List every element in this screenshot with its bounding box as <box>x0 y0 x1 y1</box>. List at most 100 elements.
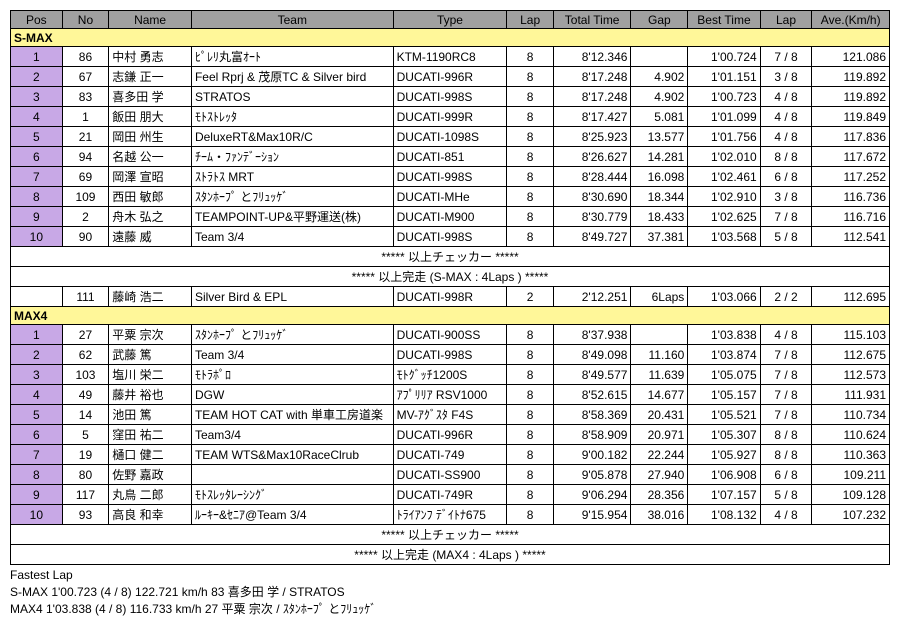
name-cell: 志鎌 正一 <box>109 67 192 87</box>
table-row: 9117丸鳥 二郎ﾓﾄｽﾚｯﾀﾚｰｼﾝｸﾞDUCATI-749R89'06.29… <box>11 485 890 505</box>
team-cell: ｽﾀﾝﾎｰﾌﾟ とﾌﾘｭｯｹﾞ <box>191 187 393 207</box>
totaltime-cell: 8'58.369 <box>553 405 631 425</box>
ave-cell: 107.232 <box>812 505 890 525</box>
results-table: Pos No Name Team Type Lap Total Time Gap… <box>10 10 890 565</box>
pos-cell: 6 <box>11 147 63 167</box>
no-cell: 27 <box>62 325 109 345</box>
totaltime-cell: 9'15.954 <box>553 505 631 525</box>
bestlap-cell: 4 / 8 <box>760 107 812 127</box>
ave-cell: 119.849 <box>812 107 890 127</box>
bestlap-cell: 4 / 8 <box>760 87 812 107</box>
gap-cell: 4.902 <box>631 87 688 107</box>
totaltime-cell: 8'17.427 <box>553 107 631 127</box>
gap-cell: 14.677 <box>631 385 688 405</box>
lap-cell: 8 <box>507 385 554 405</box>
lap-cell: 8 <box>507 365 554 385</box>
type-cell: ﾄﾗｲｱﾝﾌ ﾃﾞｲﾄﾅ675 <box>393 505 507 525</box>
lap-cell: 8 <box>507 187 554 207</box>
gap-cell: 27.940 <box>631 465 688 485</box>
lap-cell: 8 <box>507 87 554 107</box>
ave-cell: 110.734 <box>812 405 890 425</box>
no-cell: 49 <box>62 385 109 405</box>
note-row: ***** 以上完走 (MAX4 : 4Laps ) ***** <box>11 545 890 565</box>
lap-cell: 8 <box>507 107 554 127</box>
lap-cell: 8 <box>507 405 554 425</box>
type-cell: DUCATI-SS900 <box>393 465 507 485</box>
lap-cell: 8 <box>507 227 554 247</box>
totaltime-cell: 8'37.938 <box>553 325 631 345</box>
team-cell: TEAM WTS&Max10RaceClrub <box>191 445 393 465</box>
gap-cell <box>631 47 688 67</box>
team-cell: ｽﾄﾗﾄｽ MRT <box>191 167 393 187</box>
no-cell: 69 <box>62 167 109 187</box>
table-row: 111藤崎 浩二Silver Bird & EPLDUCATI-998R22'1… <box>11 287 890 307</box>
gap-cell: 6Laps <box>631 287 688 307</box>
no-cell: 111 <box>62 287 109 307</box>
table-row: 719樋口 健二TEAM WTS&Max10RaceClrubDUCATI-74… <box>11 445 890 465</box>
totaltime-cell: 8'30.779 <box>553 207 631 227</box>
fastest-line-smax: S-MAX 1'00.723 (4 / 8) 122.721 km/h 83 喜… <box>10 584 890 601</box>
gap-cell: 18.344 <box>631 187 688 207</box>
lap-cell: 8 <box>507 445 554 465</box>
pos-cell: 1 <box>11 325 63 345</box>
totaltime-cell: 8'17.248 <box>553 87 631 107</box>
besttime-cell: 1'01.151 <box>688 67 760 87</box>
name-cell: 藤井 裕也 <box>109 385 192 405</box>
team-cell <box>191 465 393 485</box>
totaltime-cell: 8'26.627 <box>553 147 631 167</box>
ave-cell: 117.836 <box>812 127 890 147</box>
no-cell: 90 <box>62 227 109 247</box>
name-cell: 舟木 弘之 <box>109 207 192 227</box>
ave-cell: 115.103 <box>812 325 890 345</box>
besttime-cell: 1'01.099 <box>688 107 760 127</box>
no-cell: 103 <box>62 365 109 385</box>
totaltime-cell: 8'52.615 <box>553 385 631 405</box>
note-row: ***** 以上完走 (S-MAX : 4Laps ) ***** <box>11 267 890 287</box>
table-row: 880佐野 嘉政DUCATI-SS90089'05.87827.9401'06.… <box>11 465 890 485</box>
name-cell: 名越 公一 <box>109 147 192 167</box>
bestlap-cell: 5 / 8 <box>760 227 812 247</box>
type-cell: DUCATI-M900 <box>393 207 507 227</box>
table-row: 127平粟 宗次ｽﾀﾝﾎｰﾌﾟ とﾌﾘｭｯｹﾞDUCATI-900SS88'37… <box>11 325 890 345</box>
pos-cell: 9 <box>11 207 63 227</box>
name-cell: 岡澤 宣昭 <box>109 167 192 187</box>
pos-cell: 2 <box>11 67 63 87</box>
pos-cell: 3 <box>11 87 63 107</box>
totaltime-cell: 8'30.690 <box>553 187 631 207</box>
type-cell: ｱﾌﾟﾘﾘｱ RSV1000 <box>393 385 507 405</box>
gap-cell <box>631 325 688 345</box>
table-row: 383喜多田 学STRATOSDUCATI-998S88'17.2484.902… <box>11 87 890 107</box>
bestlap-cell: 8 / 8 <box>760 425 812 445</box>
no-cell: 117 <box>62 485 109 505</box>
type-cell: DUCATI-998S <box>393 167 507 187</box>
gap-cell: 14.281 <box>631 147 688 167</box>
type-cell: ﾓﾄｸﾞｯﾁ1200S <box>393 365 507 385</box>
lap-cell: 2 <box>507 287 554 307</box>
besttime-cell: 1'08.132 <box>688 505 760 525</box>
fastest-lap-block: Fastest Lap S-MAX 1'00.723 (4 / 8) 122.7… <box>10 567 890 617</box>
bestlap-cell: 7 / 8 <box>760 207 812 227</box>
bestlap-cell: 4 / 8 <box>760 127 812 147</box>
name-cell: 佐野 嘉政 <box>109 465 192 485</box>
table-row: 8109西田 敏郎ｽﾀﾝﾎｰﾌﾟ とﾌﾘｭｯｹﾞDUCATI-MHe88'30.… <box>11 187 890 207</box>
pos-cell: 9 <box>11 485 63 505</box>
table-row: 186中村 勇志ﾋﾟﾚﾘ丸富ｵｰﾄKTM-1190RC888'12.3461'0… <box>11 47 890 67</box>
lap-cell: 8 <box>507 127 554 147</box>
fastest-title: Fastest Lap <box>10 567 890 584</box>
ave-cell: 119.892 <box>812 87 890 107</box>
gap-cell: 22.244 <box>631 445 688 465</box>
lap-cell: 8 <box>507 345 554 365</box>
name-cell: 西田 敏郎 <box>109 187 192 207</box>
besttime-cell: 1'05.157 <box>688 385 760 405</box>
lap-cell: 8 <box>507 425 554 445</box>
col-no: No <box>62 11 109 29</box>
type-cell: DUCATI-998R <box>393 287 507 307</box>
name-cell: 藤崎 浩二 <box>109 287 192 307</box>
ave-cell: 116.736 <box>812 187 890 207</box>
no-cell: 86 <box>62 47 109 67</box>
no-cell: 67 <box>62 67 109 87</box>
bestlap-cell: 6 / 8 <box>760 167 812 187</box>
type-cell: DUCATI-998S <box>393 345 507 365</box>
no-cell: 80 <box>62 465 109 485</box>
type-cell: DUCATI-900SS <box>393 325 507 345</box>
